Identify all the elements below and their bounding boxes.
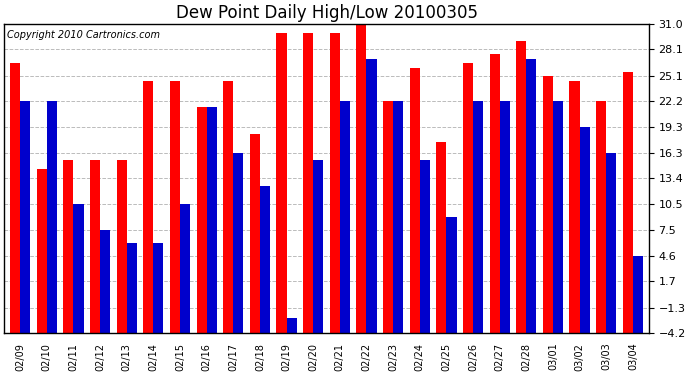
- Bar: [340, 101, 350, 333]
- Bar: [553, 101, 563, 333]
- Bar: [356, 15, 366, 333]
- Bar: [526, 59, 536, 333]
- Bar: [206, 107, 217, 333]
- Bar: [420, 160, 430, 333]
- Bar: [623, 72, 633, 333]
- Bar: [596, 101, 607, 333]
- Bar: [127, 243, 137, 333]
- Bar: [393, 101, 403, 333]
- Bar: [410, 68, 420, 333]
- Bar: [144, 81, 153, 333]
- Bar: [233, 153, 244, 333]
- Bar: [313, 160, 324, 333]
- Bar: [117, 160, 127, 333]
- Bar: [197, 107, 206, 333]
- Bar: [330, 33, 340, 333]
- Bar: [10, 63, 20, 333]
- Bar: [569, 81, 580, 333]
- Bar: [580, 126, 590, 333]
- Bar: [633, 256, 643, 333]
- Bar: [223, 81, 233, 333]
- Bar: [473, 101, 483, 333]
- Bar: [90, 160, 100, 333]
- Bar: [366, 59, 377, 333]
- Bar: [543, 75, 553, 333]
- Bar: [607, 153, 616, 333]
- Bar: [37, 169, 47, 333]
- Bar: [500, 101, 510, 333]
- Bar: [250, 134, 260, 333]
- Bar: [100, 230, 110, 333]
- Bar: [63, 160, 73, 333]
- Bar: [436, 142, 446, 333]
- Text: Copyright 2010 Cartronics.com: Copyright 2010 Cartronics.com: [8, 30, 160, 40]
- Bar: [516, 41, 526, 333]
- Bar: [153, 243, 164, 333]
- Bar: [260, 186, 270, 333]
- Bar: [170, 81, 180, 333]
- Bar: [20, 101, 30, 333]
- Bar: [286, 318, 297, 333]
- Bar: [277, 33, 286, 333]
- Bar: [463, 63, 473, 333]
- Bar: [489, 54, 500, 333]
- Bar: [383, 101, 393, 333]
- Bar: [47, 101, 57, 333]
- Title: Dew Point Daily High/Low 20100305: Dew Point Daily High/Low 20100305: [175, 4, 477, 22]
- Bar: [303, 33, 313, 333]
- Bar: [180, 204, 190, 333]
- Bar: [446, 217, 457, 333]
- Bar: [73, 204, 83, 333]
